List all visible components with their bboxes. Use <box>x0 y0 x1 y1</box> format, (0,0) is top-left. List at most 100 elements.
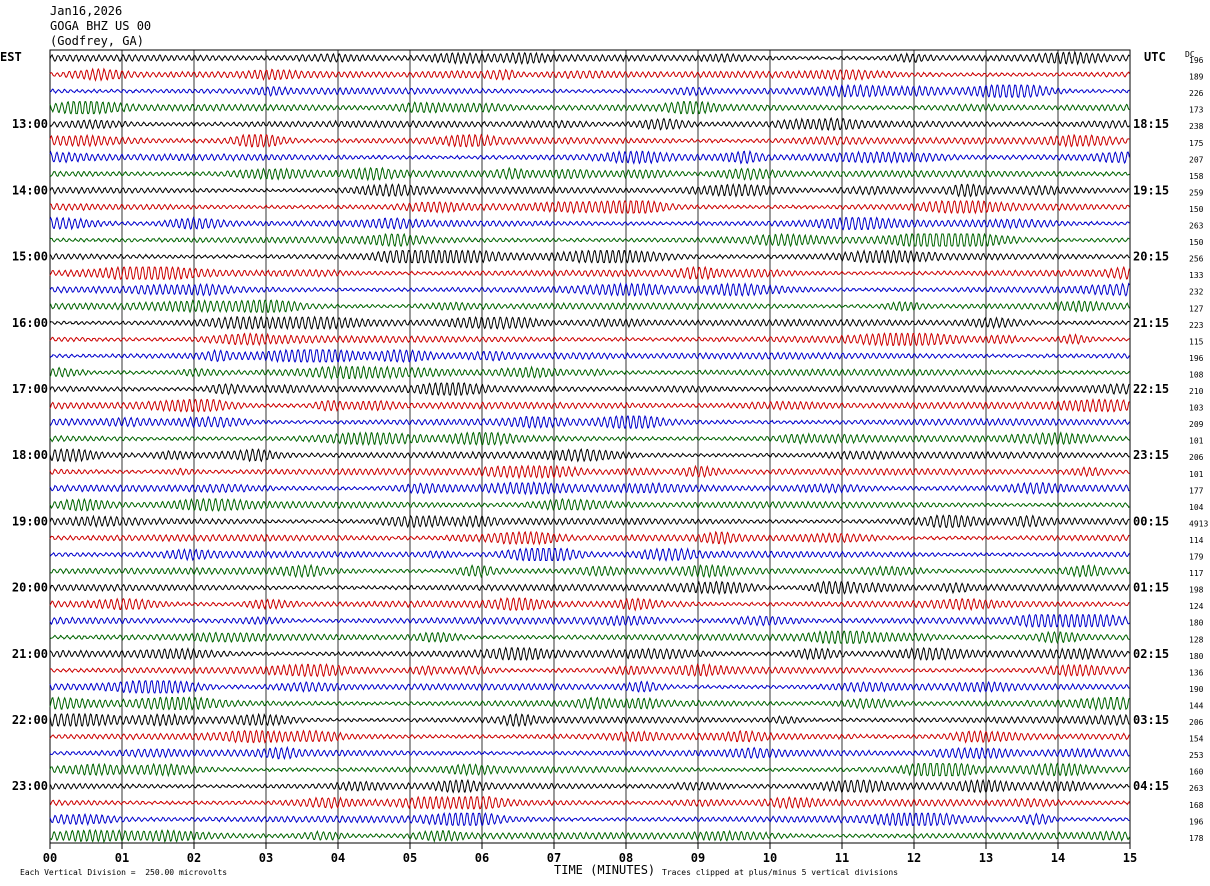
seismic-trace <box>49 182 1130 198</box>
dc-offset-label: 117 <box>1189 569 1204 578</box>
dc-offset-label: 4913 <box>1189 519 1208 528</box>
seismic-trace <box>49 249 1130 264</box>
dc-offset-label: 108 <box>1189 370 1204 379</box>
dc-offset-label: 144 <box>1189 701 1204 710</box>
x-tick-label: 04 <box>331 851 345 865</box>
dc-offset-label: 209 <box>1189 420 1204 429</box>
est-hour-label: 21:00 <box>12 647 48 661</box>
utc-hour-label: 20:15 <box>1133 250 1169 264</box>
x-tick-label: 13 <box>979 851 993 865</box>
seismic-trace <box>49 117 1130 131</box>
seismic-trace <box>49 563 1130 579</box>
x-tick-label: 15 <box>1123 851 1137 865</box>
seismic-trace <box>49 662 1130 678</box>
dc-offset-label: 150 <box>1189 238 1204 247</box>
utc-hour-label: 23:15 <box>1133 448 1169 462</box>
dc-offset-label: 158 <box>1189 172 1204 181</box>
dc-offset-label: 189 <box>1189 73 1204 82</box>
x-tick-label: 07 <box>547 851 561 865</box>
dc-offset-label: 160 <box>1189 768 1204 777</box>
utc-hour-label: 19:15 <box>1133 183 1169 197</box>
seismic-trace <box>49 398 1130 413</box>
utc-hour-label: 04:15 <box>1133 779 1169 793</box>
utc-hour-label: 02:15 <box>1133 647 1169 661</box>
dc-offset-label: 196 <box>1189 56 1204 65</box>
dc-offset-label: 128 <box>1189 635 1204 644</box>
dc-offset-label: 223 <box>1189 321 1204 330</box>
utc-hour-label: 22:15 <box>1133 382 1169 396</box>
x-tick-label: 00 <box>43 851 57 865</box>
dc-offset-label: 206 <box>1189 453 1204 462</box>
dc-offset-label: 124 <box>1189 602 1204 611</box>
seismic-trace <box>49 680 1130 694</box>
seismic-trace <box>49 729 1130 744</box>
seismic-trace <box>49 597 1130 612</box>
seismic-trace <box>49 497 1130 512</box>
seismic-trace <box>49 712 1130 728</box>
dc-offset-label: 210 <box>1189 387 1204 396</box>
seismic-trace <box>49 464 1130 480</box>
dc-offset-label: 256 <box>1189 255 1204 264</box>
seismic-trace <box>49 149 1130 165</box>
dc-offset-label: 179 <box>1189 553 1204 562</box>
seismic-trace <box>49 232 1130 248</box>
dc-offset-label: 238 <box>1189 122 1204 131</box>
est-hour-label: 19:00 <box>12 514 48 528</box>
seismic-trace <box>49 646 1130 661</box>
seismic-trace <box>49 829 1130 843</box>
seismic-trace <box>49 514 1130 529</box>
est-hour-label: 22:00 <box>12 713 48 727</box>
header-station: GOGA BHZ US 00 <box>50 19 152 33</box>
dc-offset-label: 232 <box>1189 288 1204 297</box>
x-tick-label: 02 <box>187 851 201 865</box>
utc-hour-label: 18:15 <box>1133 117 1169 131</box>
dc-offset-label: 150 <box>1189 205 1204 214</box>
seismic-trace <box>49 348 1130 364</box>
x-tick-label: 05 <box>403 851 417 865</box>
seismic-trace <box>49 365 1130 380</box>
est-hour-label: 18:00 <box>12 448 48 462</box>
dc-offset-label: 101 <box>1189 437 1204 446</box>
dc-offset-label: 259 <box>1189 188 1204 197</box>
dc-offset-label: 180 <box>1189 652 1204 661</box>
est-hour-label: 13:00 <box>12 117 48 131</box>
clip-note: Traces clipped at plus/minus 5 vertical … <box>662 868 899 877</box>
dc-offset-label: 190 <box>1189 685 1204 694</box>
seismic-trace <box>49 431 1130 447</box>
seismic-trace <box>49 530 1130 546</box>
seismic-trace <box>49 762 1130 778</box>
dc-offset-label: 127 <box>1189 304 1204 313</box>
seismic-trace <box>49 50 1130 66</box>
dc-offset-label: 133 <box>1189 271 1204 280</box>
seismic-trace <box>49 414 1130 430</box>
seismic-trace <box>49 315 1130 331</box>
seismic-trace <box>49 447 1130 463</box>
seismic-trace <box>49 382 1130 397</box>
seismic-trace <box>49 199 1130 215</box>
dc-offset-label: 207 <box>1189 155 1204 164</box>
seismic-trace <box>49 100 1130 116</box>
x-tick-label: 03 <box>259 851 273 865</box>
x-axis-label: TIME (MINUTES) <box>554 863 656 877</box>
dc-offset-label: 198 <box>1189 586 1204 595</box>
seismic-trace <box>49 282 1130 297</box>
dc-offset-label: 196 <box>1189 817 1204 826</box>
header-date: Jan16,2026 <box>50 4 123 18</box>
utc-hour-label: 00:15 <box>1133 514 1169 528</box>
dc-offset-label: 263 <box>1189 222 1204 231</box>
seismic-trace <box>49 812 1130 827</box>
seismic-trace <box>49 778 1130 794</box>
dc-label: DC <box>1185 50 1195 59</box>
x-tick-label: 10 <box>763 851 777 865</box>
plot-frame <box>49 49 1131 844</box>
utc-hour-label: 01:15 <box>1133 581 1169 595</box>
dc-offset-label: 101 <box>1189 470 1204 479</box>
scale-note: Each Vertical Division = 250.00 microvol… <box>20 868 228 877</box>
dc-offset-label: 253 <box>1189 751 1204 760</box>
x-tick-label: 11 <box>835 851 849 865</box>
est-hour-label: 23:00 <box>12 779 48 793</box>
utc-hour-label: 21:15 <box>1133 316 1169 330</box>
seismic-trace <box>49 216 1130 231</box>
seismic-trace <box>49 67 1130 82</box>
